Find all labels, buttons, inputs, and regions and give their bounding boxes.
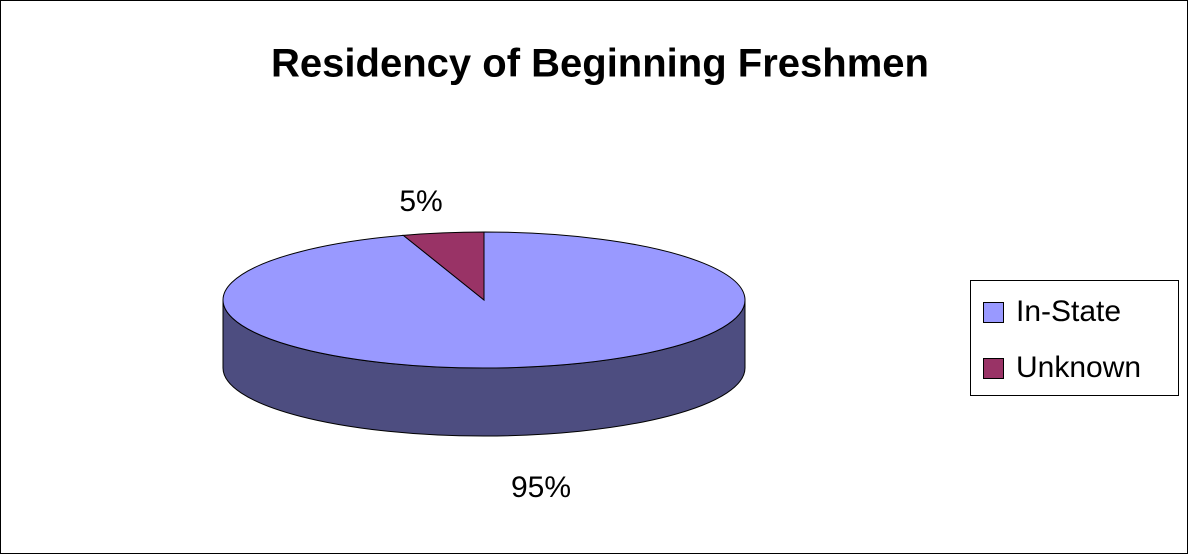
legend-swatch <box>983 358 1004 379</box>
legend-label: Unknown <box>1016 351 1141 384</box>
legend-label: In-State <box>1016 295 1121 328</box>
legend: In-State Unknown <box>983 295 1141 384</box>
data-label: 95% <box>511 471 571 504</box>
slice <box>402 231 485 302</box>
data-label: 5% <box>399 185 442 218</box>
pie: 95% 5% <box>222 185 746 504</box>
chart-title: Residency of Beginning Freshmen <box>271 42 929 86</box>
legend-swatch <box>983 302 1004 323</box>
legend-box <box>970 280 1179 396</box>
